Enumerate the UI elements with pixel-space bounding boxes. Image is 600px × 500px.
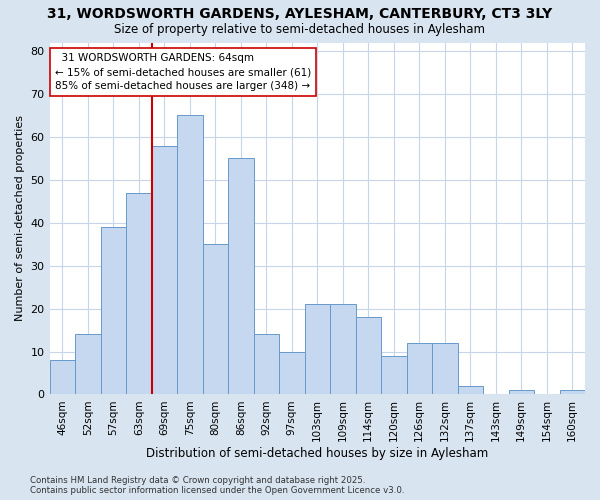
Bar bbox=[356, 317, 381, 394]
Bar bbox=[75, 334, 101, 394]
Bar bbox=[152, 146, 177, 394]
Bar bbox=[381, 356, 407, 395]
Bar bbox=[126, 192, 152, 394]
Bar bbox=[101, 227, 126, 394]
Text: 31, WORDSWORTH GARDENS, AYLESHAM, CANTERBURY, CT3 3LY: 31, WORDSWORTH GARDENS, AYLESHAM, CANTER… bbox=[47, 8, 553, 22]
Text: Size of property relative to semi-detached houses in Aylesham: Size of property relative to semi-detach… bbox=[115, 22, 485, 36]
Bar bbox=[330, 304, 356, 394]
Bar bbox=[458, 386, 483, 394]
Bar bbox=[407, 343, 432, 394]
Bar bbox=[560, 390, 585, 394]
Bar bbox=[432, 343, 458, 394]
Bar bbox=[177, 116, 203, 394]
Bar bbox=[228, 158, 254, 394]
Text: Contains HM Land Registry data © Crown copyright and database right 2025.
Contai: Contains HM Land Registry data © Crown c… bbox=[30, 476, 404, 495]
Bar bbox=[50, 360, 75, 394]
Bar bbox=[279, 352, 305, 395]
Bar bbox=[254, 334, 279, 394]
X-axis label: Distribution of semi-detached houses by size in Aylesham: Distribution of semi-detached houses by … bbox=[146, 447, 488, 460]
Bar bbox=[509, 390, 534, 394]
Y-axis label: Number of semi-detached properties: Number of semi-detached properties bbox=[15, 116, 25, 322]
Text: 31 WORDSWORTH GARDENS: 64sqm
← 15% of semi-detached houses are smaller (61)
85% : 31 WORDSWORTH GARDENS: 64sqm ← 15% of se… bbox=[55, 53, 311, 91]
Bar bbox=[203, 244, 228, 394]
Bar bbox=[305, 304, 330, 394]
